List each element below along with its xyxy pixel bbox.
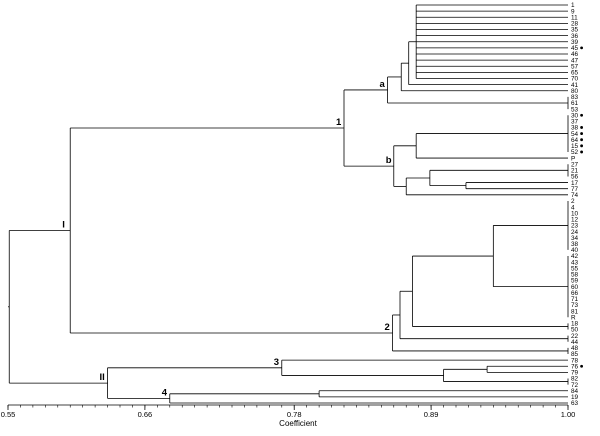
leaf-marker — [580, 364, 583, 368]
tick-label: 0.78 — [287, 410, 302, 419]
leaf-label: 64 — [571, 137, 579, 144]
leaf-label: 15 — [571, 143, 579, 150]
leaf-label: 71 — [571, 296, 579, 303]
axis-title: Coefficient — [279, 419, 317, 428]
cluster-label: II — [100, 372, 105, 383]
leaf-label: 12 — [571, 217, 579, 224]
leaf-label: 21 — [571, 168, 579, 175]
coefficient-axis: 0.55 0.66 0.78 0.89 1.00 Coefficient — [1, 404, 576, 428]
leaf-label: 45 — [571, 45, 579, 52]
leaf-label: 55 — [571, 265, 579, 272]
leaf-label: 83 — [571, 94, 579, 101]
leaf-marker — [580, 113, 583, 117]
leaf-label: 78 — [571, 357, 579, 364]
leaf-label: 36 — [571, 33, 579, 40]
leaf-label: 52 — [571, 149, 579, 156]
leaf-label: 61 — [571, 100, 579, 107]
leaf-label: 4 — [571, 204, 575, 211]
leaf-label: 2 — [571, 198, 575, 205]
leaf-label: 24 — [571, 229, 579, 236]
leaf-label: 23 — [571, 223, 579, 230]
leaf-label: 53 — [571, 106, 579, 113]
cluster-label: b — [386, 155, 392, 166]
leaf-label: 19 — [571, 394, 579, 401]
leaf-label: 37 — [571, 119, 579, 126]
leaf-label: 76 — [571, 363, 579, 370]
tick-label: 1.00 — [561, 410, 576, 419]
tick-label: 0.89 — [424, 410, 439, 419]
leaf-label: 82 — [571, 376, 579, 383]
leaf-label: 28 — [571, 21, 579, 28]
cluster-labels: a b 1 2 I 3 4 II — [62, 79, 392, 398]
leaf-marker — [580, 150, 583, 154]
leaf-label: 34 — [571, 235, 579, 242]
leaf-label: 38 — [571, 125, 579, 132]
leaf-label: 18 — [571, 321, 579, 328]
leaf-label: 60 — [571, 284, 579, 291]
leaf-label: 48 — [571, 345, 579, 352]
cluster-label: 2 — [385, 322, 390, 333]
axis-ticks: 0.55 0.66 0.78 0.89 1.00 — [1, 405, 576, 419]
leaf-label: R — [571, 314, 576, 321]
leaf-label: 9 — [571, 8, 575, 15]
leaf-label: 72 — [571, 382, 579, 389]
leaf-label: 44 — [571, 339, 579, 346]
leaf-label: 11 — [571, 14, 578, 21]
tick-label: 0.55 — [1, 410, 16, 419]
cluster-label: I — [62, 220, 65, 231]
leaf-label: 43 — [571, 259, 579, 266]
leaf-label: 74 — [571, 192, 579, 199]
leaf-label: 79 — [571, 370, 579, 377]
leaf-label: 47 — [571, 57, 579, 64]
leaf-label: 56 — [571, 174, 579, 181]
cluster-label: 4 — [162, 387, 168, 398]
cluster-label: 1 — [336, 117, 342, 128]
leaf-label: 58 — [571, 272, 579, 279]
leaf-label: 65 — [571, 70, 579, 77]
leaf-label: 70 — [571, 76, 579, 83]
leaf-label: 66 — [571, 290, 579, 297]
leaf-labels: 1911283536394546475765704180836153303738… — [571, 2, 583, 407]
leaf-label: 35 — [571, 27, 579, 34]
leaf-marker — [580, 126, 583, 129]
leaf-label: 50 — [571, 327, 579, 334]
leaf-marker — [580, 144, 583, 148]
cluster-label: 3 — [274, 357, 279, 368]
leaf-label: 38 — [571, 241, 579, 248]
leaf-label: 42 — [571, 253, 579, 260]
leaf-label: 1 — [571, 2, 575, 9]
leaf-label: 17 — [571, 180, 579, 187]
leaf-label: 40 — [571, 247, 579, 254]
leaf-label: 73 — [571, 302, 579, 309]
leaf-label: 63 — [571, 400, 579, 407]
leaf-label: 22 — [571, 333, 579, 340]
leaf-label: 84 — [571, 388, 579, 395]
leaf-label: P — [571, 155, 575, 162]
leaf-label: 39 — [571, 39, 579, 46]
leaf-marker — [580, 138, 583, 142]
leaf-label: 57 — [571, 63, 579, 70]
leaf-marker — [580, 132, 583, 135]
tick-label: 0.66 — [138, 410, 153, 419]
leaf-label: 30 — [571, 112, 579, 119]
dendrogram-branches — [8, 4, 569, 404]
cluster-label: a — [380, 79, 386, 90]
leaf-label: 59 — [571, 278, 579, 285]
leaf-label: 80 — [571, 88, 579, 95]
leaf-label: 27 — [571, 161, 579, 168]
leaf-label: 10 — [571, 210, 579, 217]
leaf-label: 81 — [571, 308, 579, 315]
leaf-label: 41 — [571, 82, 579, 89]
leaf-label: 77 — [571, 186, 579, 193]
leaf-label: 46 — [571, 51, 579, 58]
leaf-label: 85 — [571, 351, 579, 358]
leaf-marker — [580, 46, 583, 50]
leaf-label: 54 — [571, 131, 579, 138]
